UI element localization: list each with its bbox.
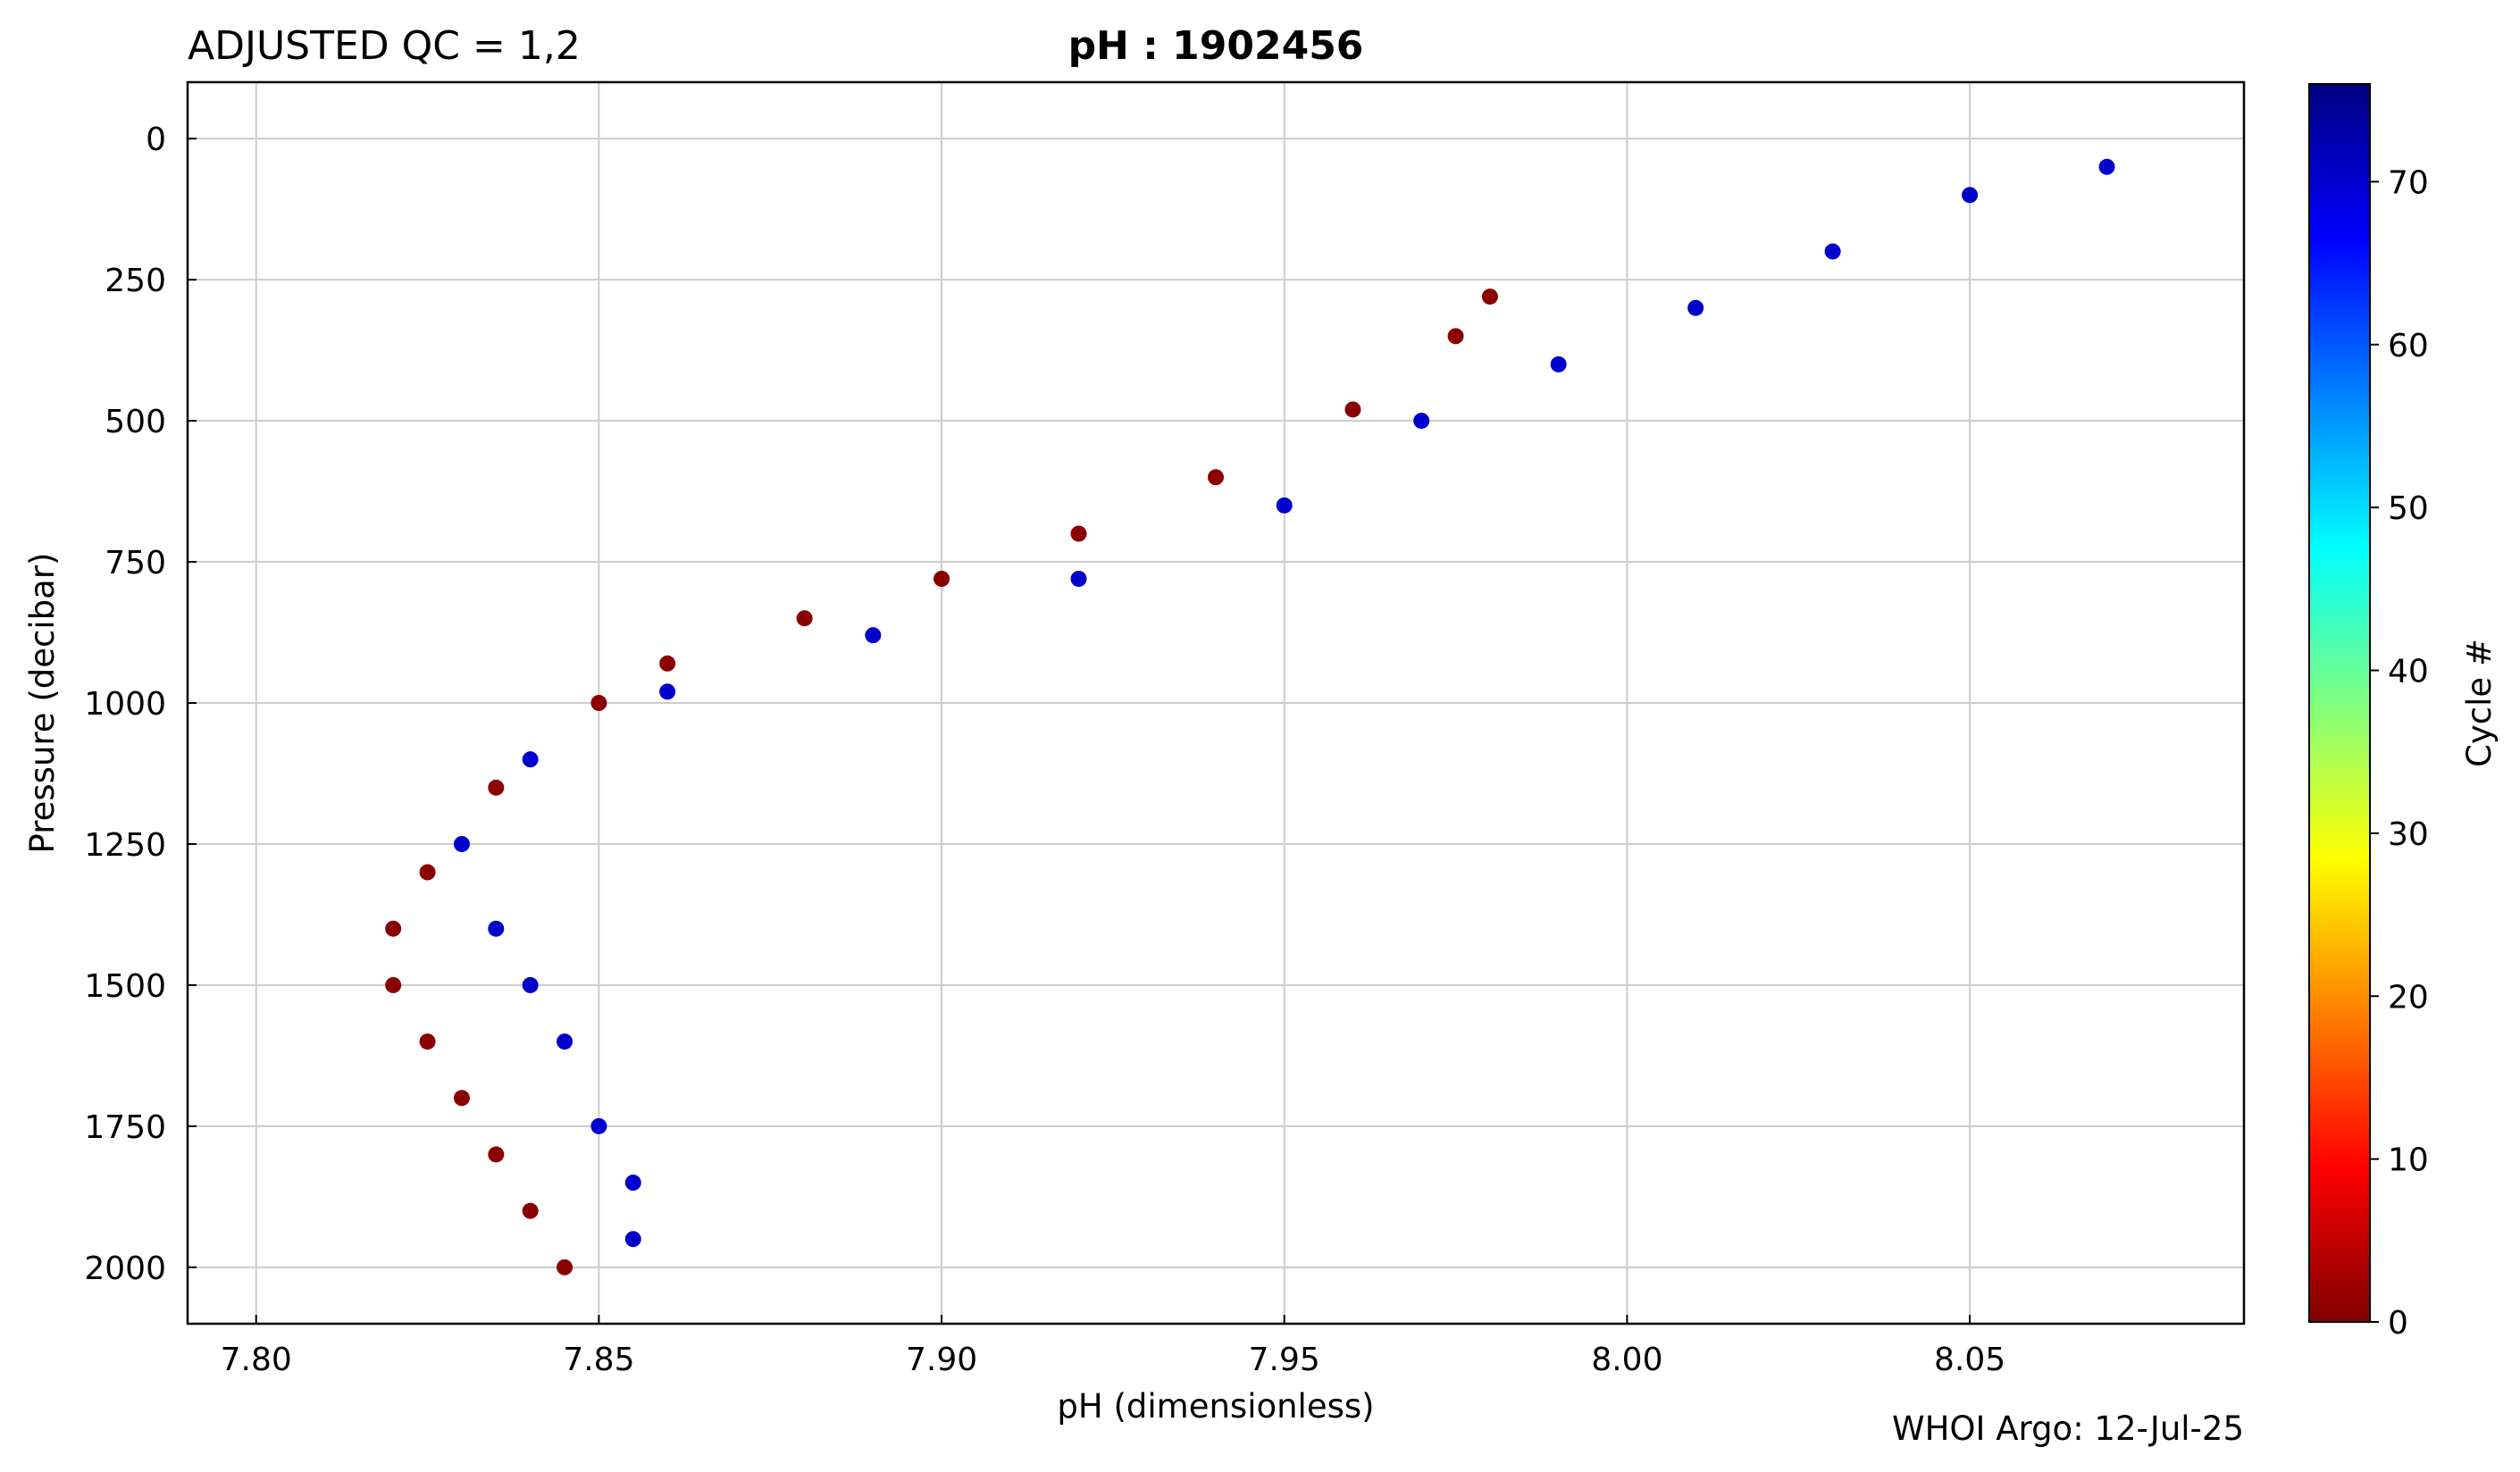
series-0-point [419, 864, 436, 881]
series-1-point [2098, 158, 2115, 175]
series-0-point [385, 920, 402, 937]
series-1-point [1824, 243, 1841, 260]
series-0-point [488, 779, 505, 796]
series-0-point [1070, 525, 1087, 542]
x-tick-label: 8.00 [1591, 1342, 1662, 1378]
x-tick-label: 7.95 [1249, 1342, 1320, 1378]
series-0-point [1208, 469, 1224, 486]
series-1-point [522, 976, 539, 993]
series-1-point [557, 1033, 573, 1050]
x-tick-label: 7.85 [563, 1342, 634, 1378]
y-tick-label: 250 [105, 263, 166, 299]
colorbar-tick-label: 70 [2388, 164, 2429, 201]
y-tick-label: 1750 [84, 1109, 166, 1146]
series-0-point [1344, 401, 1361, 418]
y-tick-label: 1000 [84, 686, 166, 723]
series-1-point [453, 835, 470, 852]
scatter-points [385, 158, 2115, 1275]
series-1-point [590, 1117, 607, 1134]
series-0-point [522, 1202, 539, 1219]
series-1-point [624, 1231, 641, 1248]
series-0-point [1481, 289, 1498, 305]
series-0-point [590, 695, 607, 711]
x-tick-label: 8.05 [1934, 1342, 2005, 1378]
colorbar-tick-label: 40 [2388, 654, 2429, 690]
series-1-point [1550, 355, 1567, 372]
series-1-point [488, 920, 505, 937]
x-tick-label: 7.90 [906, 1342, 977, 1378]
series-1-point [865, 627, 882, 644]
grid [188, 82, 2244, 1324]
series-0-point [453, 1090, 470, 1107]
y-tick-label: 500 [105, 404, 166, 440]
series-1-point [1413, 413, 1430, 430]
series-1-point [1962, 187, 1979, 204]
y-axis-title: Pressure (decibar) [23, 553, 62, 854]
series-0-point [557, 1259, 573, 1275]
series-1-point [659, 683, 676, 700]
colorbar-ticks: 0 10 20 30 40 50 60 70 [2370, 164, 2429, 1342]
credit-text: WHOI Argo: 12-Jul-25 [1892, 1409, 2244, 1448]
series-1-point [522, 751, 539, 768]
colorbar-tick-label: 30 [2388, 816, 2429, 853]
series-0-point [1447, 328, 1464, 345]
y-axis-ticks: 0 250 500 750 1000 1250 1500 1750 2000 [84, 121, 197, 1287]
x-axis-title: pH (dimensionless) [1057, 1387, 1374, 1426]
colorbar-tick-label: 60 [2388, 328, 2429, 364]
colorbar-tick-label: 20 [2388, 979, 2429, 1016]
y-tick-label: 750 [105, 545, 166, 581]
colorbar [2308, 83, 2371, 1323]
series-0-point [419, 1033, 436, 1050]
y-tick-label: 1500 [84, 968, 166, 1005]
colorbar-tick-label: 50 [2388, 490, 2429, 527]
colorbar-title: Cycle # [2460, 639, 2499, 767]
colorbar-tick-label: 10 [2388, 1142, 2429, 1179]
x-tick-label: 7.80 [221, 1342, 292, 1378]
y-tick-label: 0 [146, 121, 166, 158]
series-1-point [1276, 497, 1293, 514]
series-0-point [933, 571, 950, 587]
series-0-point [796, 610, 813, 627]
series-0-point [385, 976, 402, 993]
series-1-point [1687, 299, 1704, 316]
series-0-point [488, 1146, 505, 1163]
series-1-point [624, 1175, 641, 1192]
series-1-point [1070, 571, 1087, 587]
chart-title-center: pH : 1902456 [1068, 23, 1364, 69]
colorbar-tick-label: 0 [2388, 1305, 2408, 1342]
chart-title-left: ADJUSTED QC = 1,2 [188, 23, 581, 69]
y-tick-label: 2000 [84, 1250, 166, 1287]
y-tick-label: 1250 [84, 827, 166, 864]
x-axis-ticks: 7.80 7.85 7.90 7.95 8.00 8.05 [221, 1315, 2005, 1378]
series-0-point [659, 655, 676, 672]
